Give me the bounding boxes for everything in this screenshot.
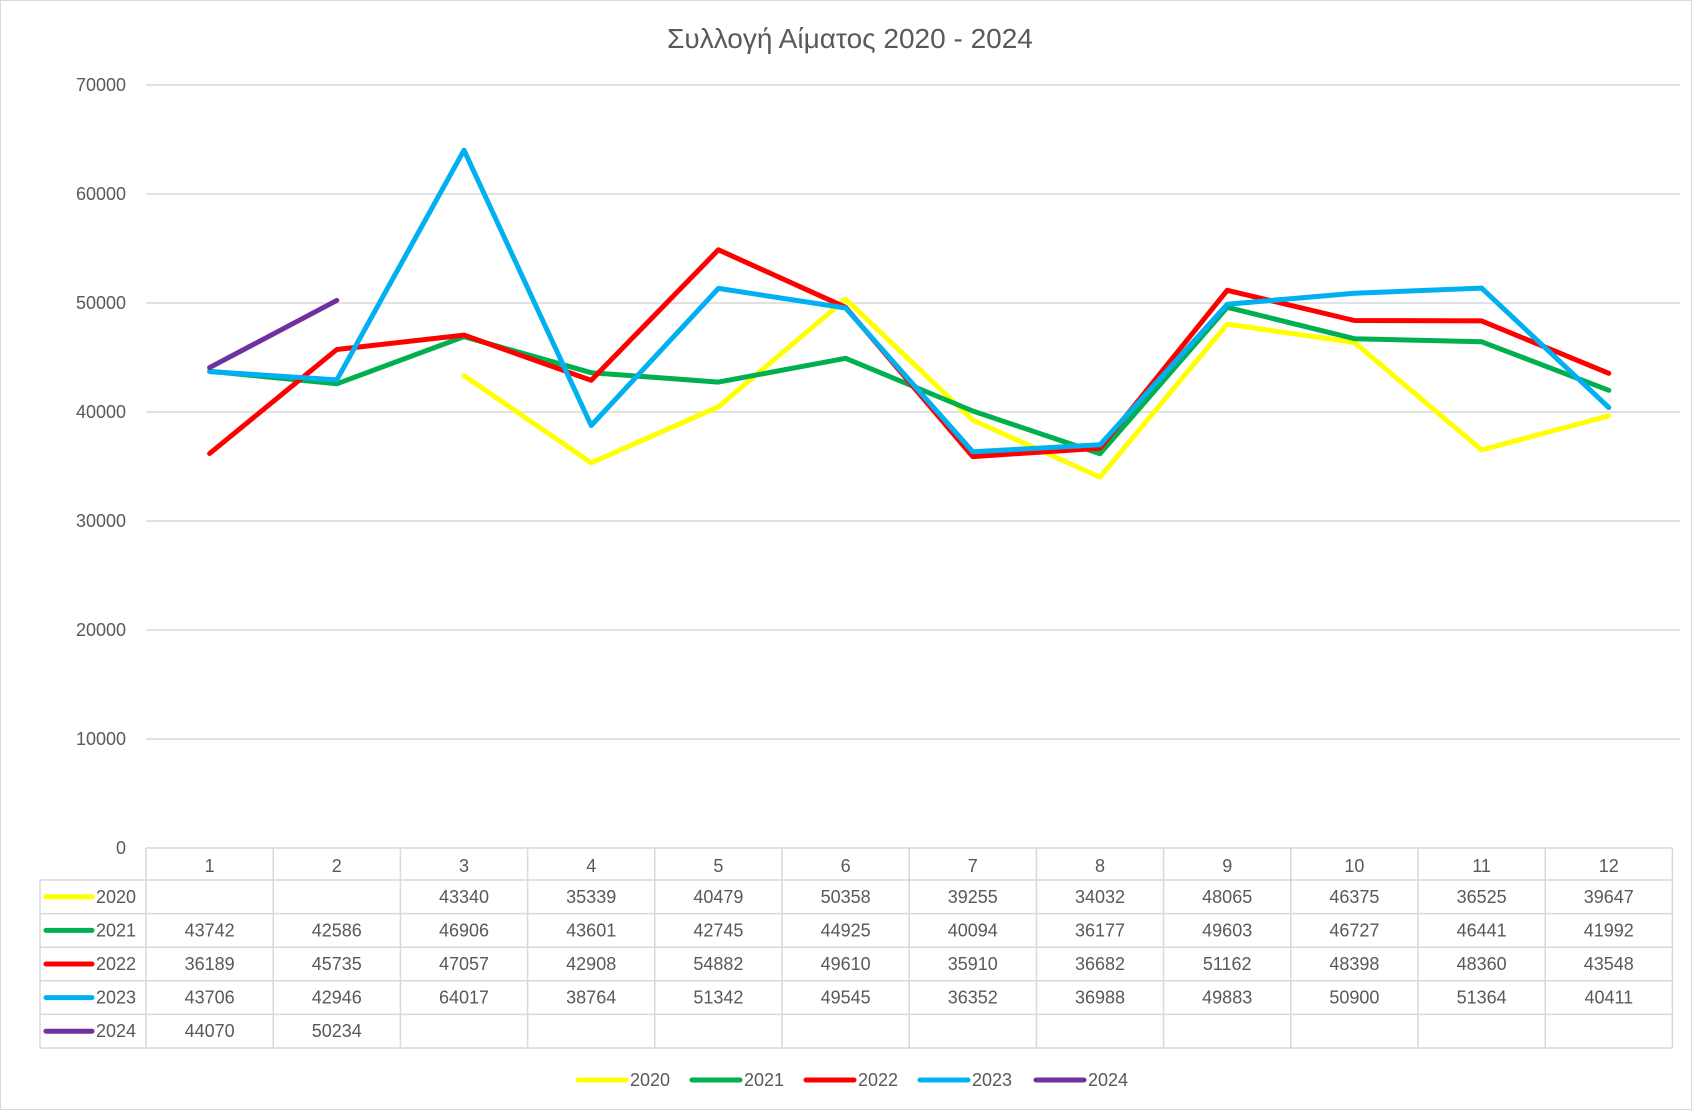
legend-label: 2021 (744, 1070, 784, 1090)
category-label: 2 (332, 856, 342, 876)
table-series-label: 2021 (96, 920, 136, 940)
category-label: 1 (205, 856, 215, 876)
table-cell-value: 43706 (185, 988, 235, 1008)
table-cell-value: 49545 (821, 988, 871, 1008)
category-label: 4 (586, 856, 596, 876)
table-cell-value: 48065 (1202, 887, 1252, 907)
table-cell-value: 36988 (1075, 988, 1125, 1008)
category-label: 5 (713, 856, 723, 876)
category-label: 12 (1599, 856, 1619, 876)
table-cell-value: 42908 (566, 954, 616, 974)
legend-label: 2023 (972, 1070, 1012, 1090)
y-tick-label: 60000 (76, 184, 126, 204)
gridlines (146, 84, 1680, 740)
y-tick-label: 40000 (76, 402, 126, 422)
y-tick-label: 30000 (76, 511, 126, 531)
table-cell-value: 36189 (185, 954, 235, 974)
table-cell-value: 43340 (439, 887, 489, 907)
category-label: 11 (1472, 856, 1491, 876)
table-cell-value: 36525 (1457, 887, 1507, 907)
table-cell-value: 43548 (1584, 954, 1634, 974)
y-tick-label: 10000 (76, 729, 126, 749)
table-cell-value: 36682 (1075, 954, 1125, 974)
table-series-label: 2024 (96, 1021, 136, 1041)
table-cell-value: 48398 (1329, 954, 1379, 974)
table-cell-value: 44070 (185, 1021, 235, 1041)
table-series-label: 2023 (96, 988, 136, 1008)
table-cell-value: 51364 (1457, 988, 1507, 1008)
table-cell-value: 50900 (1329, 988, 1379, 1008)
chart-title: Συλλογή Αίματος 2020 - 2024 (667, 23, 1033, 54)
table-cell-value: 45735 (312, 954, 362, 974)
series-line-2024 (207, 297, 340, 371)
table-cell-value: 42745 (693, 920, 743, 940)
table-cell-value: 42586 (312, 920, 362, 940)
legend: 2020 2021 2022 2023 2024 (575, 1070, 1128, 1090)
table-cell-value: 49610 (821, 954, 871, 974)
table-cell-value: 36352 (948, 988, 998, 1008)
legend-label: 2020 (630, 1070, 670, 1090)
table-cell-value: 54882 (693, 954, 743, 974)
series-line-2023 (207, 147, 1612, 455)
table-cell-value: 35910 (948, 954, 998, 974)
table-cell-value: 50358 (821, 887, 871, 907)
table-cell-value: 35339 (566, 887, 616, 907)
category-label: 10 (1344, 856, 1364, 876)
category-label: 9 (1222, 856, 1232, 876)
table-cell-value: 38764 (566, 988, 616, 1008)
table-cell-value: 47057 (439, 954, 489, 974)
table-cell-value: 39255 (948, 887, 998, 907)
table-cell-value: 46441 (1457, 920, 1507, 940)
table-cell-value: 40411 (1584, 988, 1633, 1008)
table-cell-value: 34032 (1075, 887, 1125, 907)
category-label: 3 (459, 856, 469, 876)
y-axis-ticks: 0 10000 20000 30000 40000 50000 60000 70000 (76, 75, 126, 858)
table-cell-value: 46727 (1329, 920, 1379, 940)
table-cell-value: 49603 (1202, 920, 1252, 940)
table-cell-value: 44925 (821, 920, 871, 940)
table-cell-value: 51342 (693, 988, 743, 1008)
legend-label: 2024 (1088, 1070, 1128, 1090)
series-lines (207, 147, 1612, 480)
table-cell-value: 48360 (1457, 954, 1507, 974)
legend-label: 2022 (858, 1070, 898, 1090)
table-series-label: 2022 (96, 954, 136, 974)
table-cell-value: 39647 (1584, 887, 1634, 907)
table-series-label: 2020 (96, 887, 136, 907)
table-cell-value: 43742 (185, 920, 235, 940)
y-tick-label: 20000 (76, 620, 126, 640)
y-tick-label: 0 (116, 838, 126, 858)
table-cell-value: 41992 (1584, 920, 1634, 940)
table-cell-value: 50234 (312, 1021, 362, 1041)
table-cell-value: 43601 (566, 920, 616, 940)
category-label: 8 (1095, 856, 1105, 876)
table-cell-value: 40479 (693, 887, 743, 907)
table-cell-value: 51162 (1203, 954, 1252, 974)
y-tick-label: 70000 (76, 75, 126, 95)
category-label: 6 (841, 856, 851, 876)
table-cell-value: 46906 (439, 920, 489, 940)
table-cell-value: 36177 (1075, 920, 1125, 940)
y-tick-label: 50000 (76, 293, 126, 313)
category-label: 7 (968, 856, 978, 876)
table-cell-value: 40094 (948, 920, 998, 940)
table-cell-value: 64017 (439, 988, 489, 1008)
table-cell-value: 42946 (312, 988, 362, 1008)
table-cell-value: 46375 (1329, 887, 1379, 907)
table-cell-value: 49883 (1202, 988, 1252, 1008)
